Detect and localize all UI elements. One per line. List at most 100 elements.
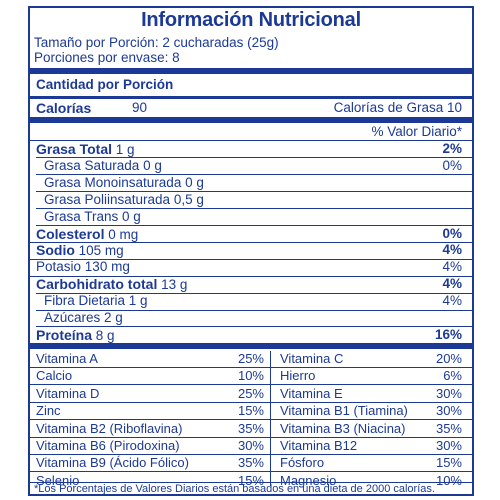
nutrient-row: Potasio 130 mg 4%	[30, 259, 472, 276]
nutrient-daily-value: 16%	[434, 326, 462, 342]
amount-per-serving: Cantidad por Porción	[36, 77, 174, 92]
nutrient-daily-value: 4%	[442, 259, 462, 275]
row-divider	[36, 157, 472, 159]
nutrient-row: Grasa Poliinsaturada 0,5 g	[30, 192, 472, 209]
vitamin-daily-value: 35%	[237, 420, 264, 436]
nutrient-row: Proteína 8 g 16%	[30, 327, 472, 344]
vitamin-name: Vitamina B9 (Ácido Fólico)	[36, 455, 189, 471]
divider-medium	[30, 96, 472, 99]
divider-thick	[30, 68, 472, 74]
nutrient-label: Potasio 130 mg	[36, 259, 130, 274]
vitamin-name: Vitamina B12	[280, 438, 358, 453]
nutrient-label: Grasa Poliinsaturada 0,5 g	[44, 192, 204, 207]
vitamin-name: Vitamina B2 (Riboflavina)	[36, 420, 183, 436]
nutrient-row: Carbohidrato total 13 g 4%	[30, 276, 472, 293]
nutrient-row: Azúcares 2 g	[30, 310, 472, 327]
vitamin-name: Vitamina E	[280, 385, 343, 401]
vitamin-name: Selenio	[36, 472, 80, 488]
nutrient-row: Colesterol 0 mg 0%	[30, 226, 472, 243]
vitamin-name: Hierro	[280, 368, 316, 384]
nutrient-amount: 0 g	[185, 174, 204, 190]
row-divider	[36, 174, 472, 176]
divider-thick	[30, 343, 472, 349]
nutrient-name: Proteína	[36, 326, 93, 343]
nutrient-amount: 13 g	[161, 277, 188, 293]
nutrient-amount: 0 g	[143, 157, 162, 173]
vitamin-daily-value: 15%	[237, 403, 264, 419]
nutrient-amount: 2 g	[104, 310, 123, 325]
vitamin-daily-value: 30%	[435, 403, 462, 419]
row-divider	[36, 326, 472, 328]
nutrient-name: Grasa Total	[36, 141, 112, 157]
nutrient-label: Colesterol 0 mg	[36, 226, 138, 242]
nutrient-amount: 1 g	[115, 142, 135, 157]
vitamin-name: Vitamina B1 (Tiamina)	[280, 403, 408, 419]
nutrient-name: Sodio	[36, 242, 75, 259]
vitamin-name: Vitamina B3 (Niacina)	[280, 420, 406, 436]
nutrient-label: Azúcares 2 g	[44, 310, 123, 325]
vitamin-name: Vitamina B6 (Pirodoxina)	[36, 438, 180, 453]
nutrient-amount: 105 mg	[78, 243, 124, 259]
vitamin-name: Vitamina D	[36, 385, 100, 401]
nutrient-row: Grasa Monoinsaturada 0 g	[30, 175, 472, 192]
nutrient-name: Grasa Poliinsaturada	[44, 191, 171, 207]
servings-per-container: Porciones por envase: 8	[34, 50, 180, 65]
vitamin-name: Calcio	[36, 368, 73, 384]
nutrient-name: Grasa Saturada	[44, 157, 140, 173]
nutrient-daily-value: 2%	[442, 141, 462, 156]
nutrient-daily-value: 4%	[442, 293, 462, 309]
nutrient-amount: 8 g	[95, 327, 115, 343]
nutrient-amount: 1 g	[128, 293, 148, 309]
nutrient-label: Carbohidrato total 13 g	[36, 276, 187, 292]
vitamin-name: Fósforo	[280, 455, 325, 471]
nutrient-row: Grasa Saturada 0 g 0%	[30, 158, 472, 175]
vitamin-daily-value: 20%	[435, 351, 462, 366]
nutrient-label: Sodio 105 mg	[36, 242, 124, 258]
nutrient-amount: 130 mg	[84, 259, 130, 275]
row-divider	[30, 384, 472, 386]
vitamin-daily-value: 10%	[435, 472, 462, 488]
nutrient-label: Grasa Monoinsaturada 0 g	[44, 175, 204, 190]
nutrient-label: Grasa Saturada 0 g	[44, 158, 162, 173]
row-divider	[30, 258, 472, 260]
row-divider	[30, 366, 472, 368]
nutrient-daily-value: 0%	[442, 157, 462, 173]
row-divider	[30, 275, 472, 277]
nutrient-amount: 0 mg	[108, 226, 139, 242]
row-divider	[30, 401, 472, 403]
footnote: *Los Porcentajes de Valores Diarios está…	[34, 483, 435, 495]
calories-label: Calorías	[36, 100, 92, 116]
nutrient-name: Potasio	[36, 259, 82, 275]
vitamin-daily-value: 30%	[435, 385, 462, 401]
nutrient-label: Fibra Dietaria 1 g	[44, 293, 148, 308]
row-divider	[36, 309, 472, 311]
nutrient-label: Grasa Trans 0 g	[44, 209, 141, 224]
vitamin-name: Magnesio	[280, 472, 337, 488]
nutrient-name: Colesterol	[36, 225, 105, 242]
divider-thin	[30, 140, 472, 141]
row-divider	[30, 453, 472, 455]
column-divider	[270, 351, 271, 486]
row-divider	[30, 419, 472, 421]
nutrient-amount: 0 g	[122, 208, 141, 224]
vitamin-name: Vitamina C	[280, 351, 344, 366]
vitamin-name: Vitamina A	[36, 351, 98, 366]
divider-thin	[30, 482, 472, 483]
nutrient-name: Carbohidrato total	[36, 276, 158, 293]
vitamin-daily-value: 25%	[237, 351, 264, 366]
vitamin-daily-value: 25%	[237, 385, 264, 401]
row-divider	[30, 471, 472, 473]
nutrient-name: Fibra Dietaria	[44, 293, 126, 309]
nutrient-row: Sodio 105 mg 4%	[30, 242, 472, 259]
row-divider	[36, 208, 472, 210]
nutrient-daily-value: 4%	[442, 242, 462, 258]
vitamin-daily-value: 35%	[435, 420, 462, 436]
vitamin-daily-value: 15%	[237, 472, 264, 488]
nutrient-name: Grasa Monoinsaturada	[44, 174, 182, 190]
vitamin-daily-value: 30%	[237, 438, 264, 453]
row-divider	[36, 225, 472, 226]
nutrient-daily-value: 4%	[442, 276, 462, 292]
serving-size: Tamaño por Porción: 2 cucharadas (25g)	[34, 35, 279, 50]
nutrient-label: Proteína 8 g	[36, 327, 115, 343]
nutrient-row: Grasa Total 1 g 2%	[30, 141, 472, 158]
